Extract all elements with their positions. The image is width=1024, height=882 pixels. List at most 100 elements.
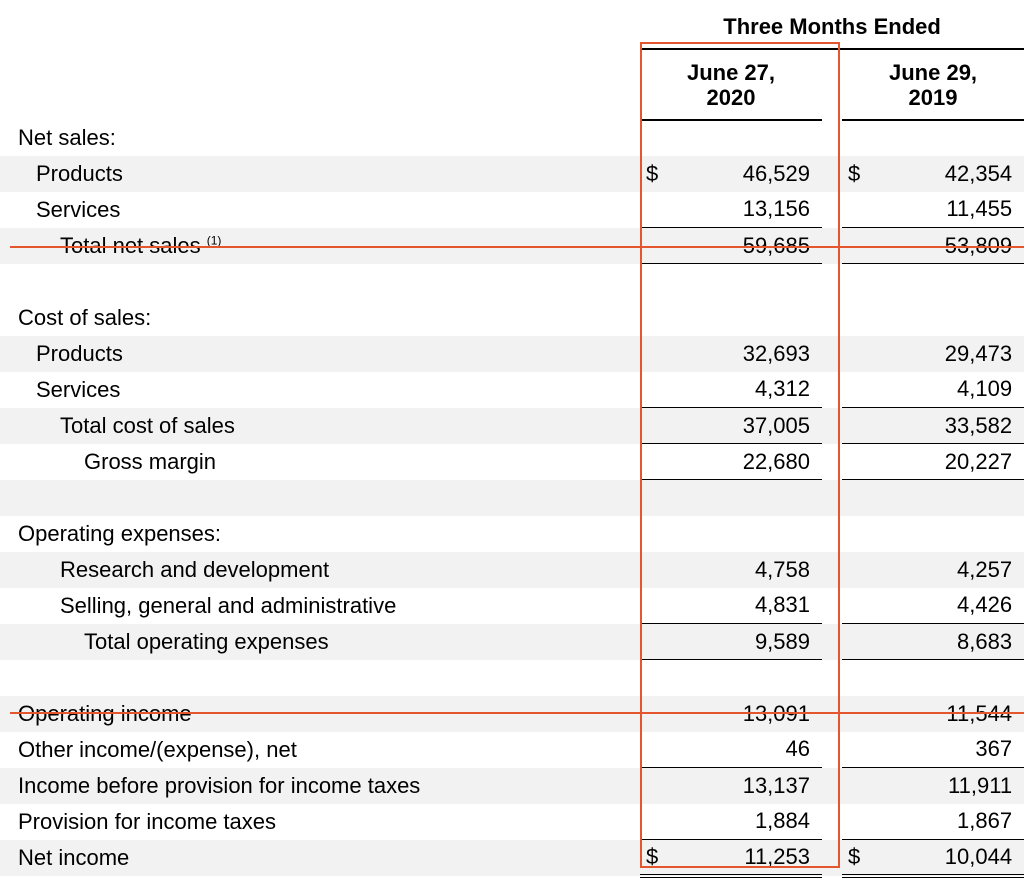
- table-row: Products$46,529$42,354: [0, 156, 1024, 192]
- table-row: Total net sales (1)59,68553,809: [0, 228, 1024, 264]
- value-col2: 29,473: [874, 336, 1024, 372]
- row-label: Products: [0, 156, 640, 192]
- table-row: [0, 660, 1024, 696]
- currency-symbol: [842, 336, 874, 372]
- table-row: Gross margin 22,680 20,227: [0, 444, 1024, 480]
- currency-symbol: $: [640, 840, 672, 876]
- col1-line2: 2020: [707, 85, 756, 110]
- currency-symbol: [640, 804, 672, 840]
- value-col2: 11,911: [874, 768, 1024, 804]
- value-col2: 4,109: [874, 372, 1024, 408]
- table-row: Research and development4,7584,257: [0, 552, 1024, 588]
- table-row: Total operating expenses9,5898,683: [0, 624, 1024, 660]
- row-label: [0, 264, 640, 300]
- value-col1: [672, 264, 822, 300]
- value-col1: 4,831: [672, 588, 822, 624]
- table-row: [0, 264, 1024, 300]
- value-col1: [672, 516, 822, 552]
- currency-symbol: [640, 372, 672, 408]
- currency-symbol: [640, 444, 672, 480]
- value-col2: [874, 120, 1024, 156]
- value-col2: 53,809: [874, 228, 1024, 264]
- currency-symbol: [842, 444, 874, 480]
- table-header: Three Months Ended June 27, 2020 June 29…: [0, 10, 1024, 120]
- table-row: Services13,15611,455: [0, 192, 1024, 228]
- value-col1: 4,758: [672, 552, 822, 588]
- value-col2: 42,354: [874, 156, 1024, 192]
- table-row: Total cost of sales 37,005 33,582: [0, 408, 1024, 444]
- value-col2: 11,455: [874, 192, 1024, 228]
- value-col1: 4,312: [672, 372, 822, 408]
- value-col2: 4,257: [874, 552, 1024, 588]
- value-col1: 1,884: [672, 804, 822, 840]
- row-label: [0, 660, 640, 696]
- table-row: [0, 480, 1024, 516]
- currency-symbol: [842, 228, 874, 264]
- value-col1: [672, 480, 822, 516]
- currency-symbol: [842, 804, 874, 840]
- table-row: Operating income13,09111,544: [0, 696, 1024, 732]
- row-label: Services: [0, 372, 640, 408]
- currency-symbol: [842, 696, 874, 732]
- currency-symbol: [842, 480, 874, 516]
- currency-symbol: [842, 408, 874, 444]
- table-row: Net sales:: [0, 120, 1024, 156]
- currency-symbol: [842, 624, 874, 660]
- table-row: Provision for income taxes1,8841,867: [0, 804, 1024, 840]
- currency-symbol: [640, 768, 672, 804]
- currency-symbol: $: [640, 156, 672, 192]
- value-col1: 13,091: [672, 696, 822, 732]
- value-col1: [672, 120, 822, 156]
- table-row: Income before provision for income taxes…: [0, 768, 1024, 804]
- currency-symbol: [842, 120, 874, 156]
- value-col2: 33,582: [874, 408, 1024, 444]
- row-label: Operating income: [0, 696, 640, 732]
- currency-symbol: [640, 696, 672, 732]
- currency-symbol: [842, 660, 874, 696]
- value-col1: 9,589: [672, 624, 822, 660]
- table-row: Cost of sales:: [0, 300, 1024, 336]
- table-row: Operating expenses:: [0, 516, 1024, 552]
- value-col1: 22,680: [672, 444, 822, 480]
- column-header-1: June 27, 2020: [640, 49, 822, 120]
- value-col2: [874, 300, 1024, 336]
- row-label: Products: [0, 336, 640, 372]
- currency-symbol: [640, 660, 672, 696]
- value-col1: 46,529: [672, 156, 822, 192]
- table-row: Other income/(expense), net46367: [0, 732, 1024, 768]
- value-col2: 20,227: [874, 444, 1024, 480]
- value-col1: 37,005: [672, 408, 822, 444]
- value-col2: [874, 660, 1024, 696]
- currency-symbol: [640, 408, 672, 444]
- column-header-2: June 29, 2019: [842, 49, 1024, 120]
- currency-symbol: [842, 192, 874, 228]
- currency-symbol: [640, 120, 672, 156]
- row-label: Selling, general and administrative: [0, 588, 640, 624]
- row-label: Net income: [0, 840, 640, 876]
- value-col2: 367: [874, 732, 1024, 768]
- table-row: Services 4,312 4,109: [0, 372, 1024, 408]
- currency-symbol: $: [842, 156, 874, 192]
- col2-line2: 2019: [909, 85, 958, 110]
- currency-symbol: [640, 192, 672, 228]
- value-col2: 10,044: [874, 840, 1024, 876]
- currency-symbol: [842, 516, 874, 552]
- value-col1: 13,137: [672, 768, 822, 804]
- table-row: Selling, general and administrative 4,831…: [0, 588, 1024, 624]
- currency-symbol: [842, 264, 874, 300]
- row-label: Total cost of sales: [0, 408, 640, 444]
- currency-symbol: [842, 768, 874, 804]
- currency-symbol: [640, 228, 672, 264]
- currency-symbol: [842, 372, 874, 408]
- row-label: Other income/(expense), net: [0, 732, 640, 768]
- row-label: [0, 480, 640, 516]
- value-col2: 1,867: [874, 804, 1024, 840]
- value-col1: [672, 660, 822, 696]
- value-col1: 59,685: [672, 228, 822, 264]
- value-col1: 13,156: [672, 192, 822, 228]
- value-col2: 8,683: [874, 624, 1024, 660]
- currency-symbol: [640, 516, 672, 552]
- row-label: Operating expenses:: [0, 516, 640, 552]
- row-label: Gross margin: [0, 444, 640, 480]
- financial-statement-table: Three Months Ended June 27, 2020 June 29…: [0, 10, 1024, 878]
